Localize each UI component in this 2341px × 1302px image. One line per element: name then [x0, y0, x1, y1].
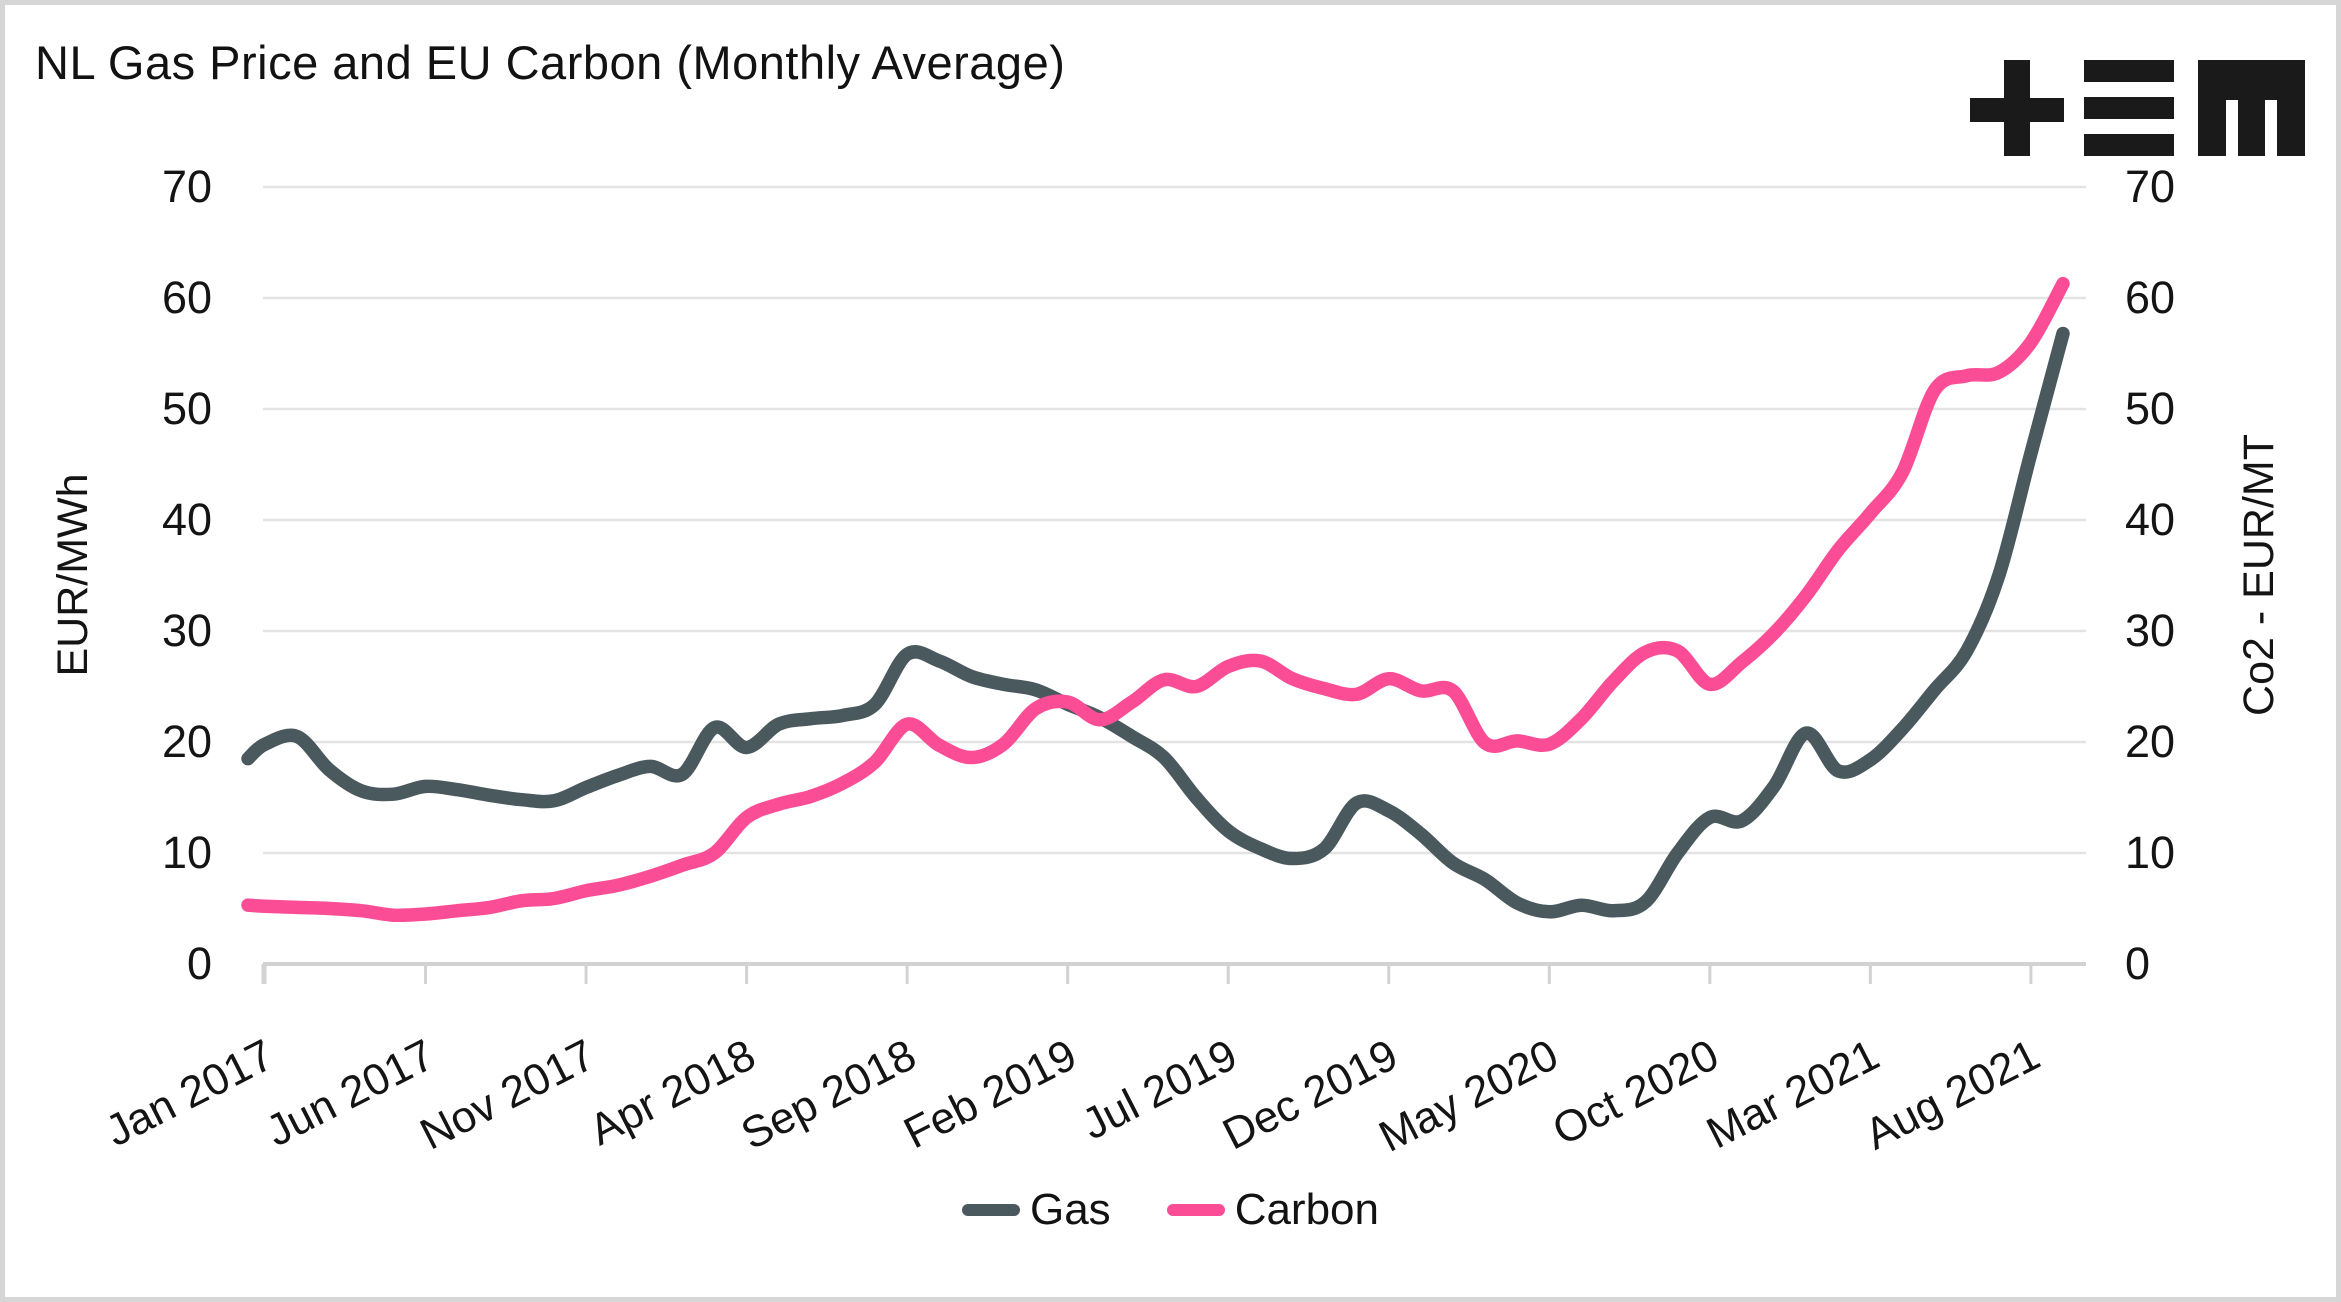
legend-item-gas: Gas	[961, 1185, 1111, 1235]
x-tick-label-jun-2017: Jun 2017	[259, 1030, 443, 1156]
x-tick-label-dec-2019: Dec 2019	[1215, 1030, 1405, 1159]
line-chart: 0 0 10 10 20 20 30 30 40 40 50 50 60 60 70 70 EUR/MWh Co2…	[49, 161, 2283, 1162]
right-axis-title: Co2 - EUR/MT	[2235, 434, 2283, 716]
legend-item-carbon: Carbon	[1166, 1185, 1379, 1235]
x-tick-label-apr-2018: Apr 2018	[582, 1030, 763, 1155]
left-y-tick-label-20: 20	[162, 716, 212, 767]
legend-label-carbon: Carbon	[1234, 1185, 1379, 1234]
x-tick-label-mar-2021: Mar 2021	[1699, 1030, 1887, 1158]
tem-logo	[1970, 60, 2305, 156]
left-y-tick-label-50: 50	[162, 383, 212, 434]
right-y-tick-label-30: 30	[2125, 605, 2175, 656]
legend-swatch-carbon	[1166, 1204, 1225, 1216]
right-y-tick-label-0: 0	[2125, 938, 2150, 989]
x-tick-label-jul-2019: Jul 2019	[1074, 1030, 1244, 1149]
left-axis-title: EUR/MWh	[49, 473, 97, 676]
x-tick-label-aug-2021: Aug 2021	[1857, 1030, 2047, 1159]
x-tick-label-feb-2019: Feb 2019	[896, 1030, 1084, 1158]
left-y-tick-label-70: 70	[162, 161, 212, 212]
right-y-tick-label-10: 10	[2125, 827, 2175, 878]
left-y-tick-label-10: 10	[162, 827, 212, 878]
logo-plus-horizontal	[1970, 98, 2064, 122]
left-y-tick-label-60: 60	[162, 272, 212, 323]
right-y-tick-label-20: 20	[2125, 716, 2175, 767]
logo-bar-top	[2084, 60, 2174, 82]
legend-swatch-gas	[961, 1204, 1020, 1216]
tem-logo-glyphs	[1970, 60, 2305, 156]
logo-m	[2198, 60, 2305, 156]
series-line-carbon	[241, 276, 2070, 923]
x-tick-label-nov-2017: Nov 2017	[413, 1030, 603, 1159]
right-y-tick-label-50: 50	[2125, 383, 2175, 434]
logo-bar-bottom	[2084, 134, 2174, 156]
left-y-tick-label-30: 30	[162, 605, 212, 656]
left-y-tick-label-40: 40	[162, 494, 212, 545]
chart-title: NL Gas Price and EU Carbon (Monthly Aver…	[35, 36, 1066, 89]
right-y-tick-label-60: 60	[2125, 272, 2175, 323]
right-y-tick-label-70: 70	[2125, 161, 2175, 212]
legend-label-gas: Gas	[1029, 1185, 1111, 1234]
chart-legend: Gas Carbon	[5, 1185, 2336, 1235]
x-tick-label-jan-2017: Jan 2017	[98, 1030, 282, 1156]
x-tick-label-oct-2020: Oct 2020	[1545, 1030, 1726, 1155]
x-tick-label-may-2020: May 2020	[1371, 1030, 1565, 1161]
logo-bar-middle	[2084, 97, 2174, 119]
right-y-tick-label-40: 40	[2125, 494, 2175, 545]
left-y-tick-label-0: 0	[187, 938, 212, 989]
series-line-gas	[241, 326, 2070, 919]
x-tick-label-sep-2018: Sep 2018	[734, 1030, 924, 1159]
